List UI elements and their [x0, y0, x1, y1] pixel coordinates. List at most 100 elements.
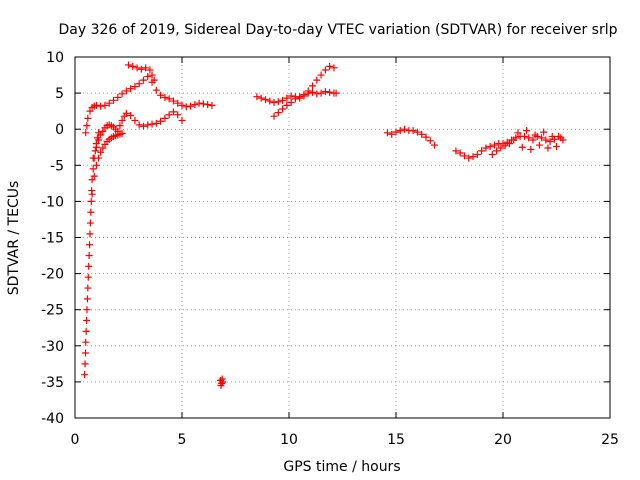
data-point	[199, 100, 207, 108]
data-point	[118, 130, 126, 138]
x-tick-label: 10	[280, 432, 298, 448]
data-point	[321, 66, 329, 74]
data-point	[309, 88, 317, 96]
data-point	[330, 64, 338, 72]
data-point	[431, 141, 439, 149]
data-point	[92, 161, 100, 169]
data-point	[546, 137, 554, 145]
data-point	[86, 241, 94, 249]
data-point	[287, 92, 295, 100]
data-point	[291, 95, 299, 103]
grid-layer	[75, 57, 610, 418]
data-point	[266, 97, 274, 105]
data-point	[144, 72, 152, 80]
data-point	[133, 64, 141, 72]
data-point	[274, 98, 282, 106]
data-point	[326, 62, 334, 70]
data-point	[152, 119, 160, 127]
data-point	[161, 114, 169, 122]
data-point	[490, 141, 498, 149]
data-point	[218, 375, 226, 383]
data-point	[99, 144, 107, 152]
data-point	[135, 121, 143, 129]
data-point	[95, 129, 103, 137]
x-axis-title: GPS time / hours	[283, 459, 400, 475]
data-point	[283, 101, 291, 109]
data-point	[257, 94, 265, 102]
data-point	[85, 262, 93, 270]
data-point	[261, 96, 269, 104]
data-point	[97, 148, 105, 156]
data-point	[304, 87, 312, 95]
data-point	[105, 99, 113, 107]
data-point	[317, 71, 325, 79]
data-point	[161, 93, 169, 101]
data-point	[142, 64, 150, 72]
data-point	[313, 76, 321, 84]
data-point	[169, 97, 177, 105]
x-tick-label: 25	[601, 432, 619, 448]
data-point	[544, 144, 552, 152]
data-point	[129, 62, 137, 70]
data-point	[150, 76, 158, 84]
data-point	[473, 150, 481, 158]
data-point	[542, 136, 550, 144]
data-point	[469, 153, 477, 161]
x-tick-label: 5	[178, 432, 187, 448]
data-point	[122, 109, 130, 117]
data-point	[144, 121, 152, 129]
data-point	[86, 219, 94, 227]
y-tick-label: -10	[41, 194, 64, 210]
data-point	[283, 94, 291, 102]
data-point	[553, 143, 560, 151]
data-point	[127, 85, 135, 93]
data-point	[279, 96, 287, 104]
y-tick-label: -40	[41, 411, 64, 427]
data-point	[488, 150, 496, 158]
data-point	[396, 127, 404, 135]
data-point	[148, 120, 156, 128]
y-tick-label: -30	[41, 339, 64, 355]
data-point	[82, 338, 90, 346]
data-point	[99, 127, 107, 135]
data-point	[93, 134, 101, 142]
data-point	[81, 349, 89, 357]
data-point	[182, 103, 190, 111]
data-point	[482, 144, 490, 152]
y-tick-label: -35	[41, 375, 64, 391]
data-point	[401, 125, 409, 133]
data-point	[131, 83, 139, 91]
data-point	[460, 152, 468, 160]
data-point	[456, 149, 464, 157]
data-point	[174, 99, 182, 107]
data-point	[529, 136, 537, 144]
data-point	[148, 71, 156, 79]
data-point	[287, 98, 295, 106]
x-tick-label: 15	[387, 432, 405, 448]
data-point	[174, 111, 182, 119]
data-point	[527, 145, 535, 153]
y-tick-label: -15	[41, 231, 64, 247]
data-point	[486, 143, 494, 151]
data-point	[409, 127, 417, 135]
x-tick-label: 0	[71, 432, 80, 448]
data-point	[253, 93, 261, 101]
data-point	[165, 111, 173, 119]
data-point	[84, 273, 92, 281]
data-point	[87, 197, 95, 205]
data-point	[523, 127, 531, 135]
data-point	[81, 371, 89, 379]
data-point	[92, 140, 100, 148]
data-point	[114, 93, 122, 101]
data-point	[90, 172, 98, 180]
data-point	[557, 134, 565, 142]
y-tick-label: -5	[50, 158, 64, 174]
data-point	[88, 187, 96, 195]
data-point	[116, 122, 124, 130]
data-point	[83, 306, 91, 314]
data-point	[122, 87, 130, 95]
data-point	[125, 61, 132, 69]
data-point	[326, 88, 334, 96]
data-point	[296, 93, 304, 101]
data-point	[137, 65, 145, 73]
